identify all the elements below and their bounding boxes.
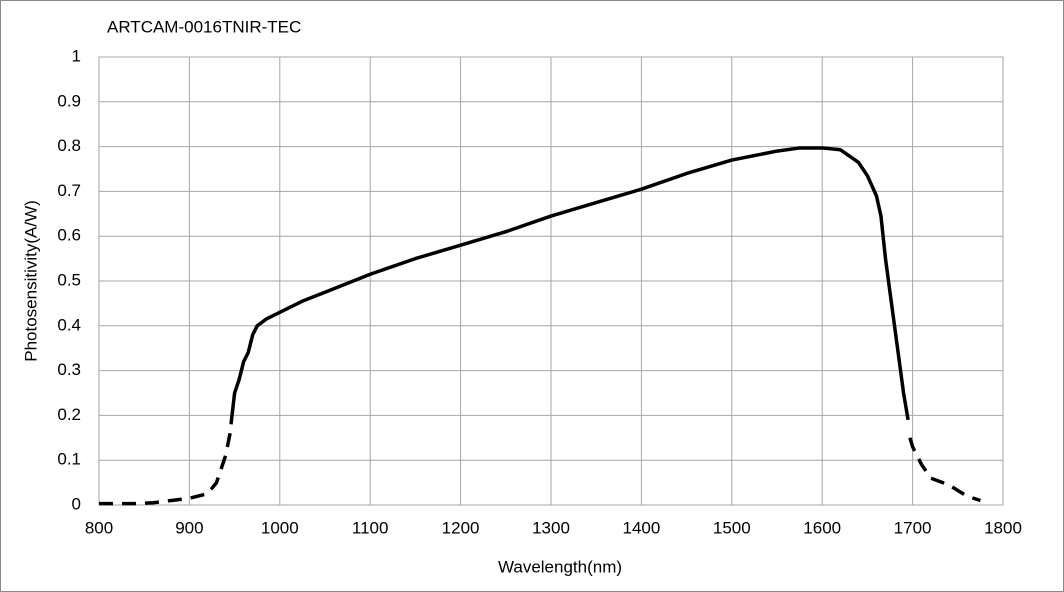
x-tick-label: 1700 bbox=[894, 518, 932, 537]
x-axis-label: Wavelength(nm) bbox=[498, 557, 622, 576]
y-tick-label: 0.7 bbox=[57, 181, 81, 200]
x-tick-label: 1000 bbox=[261, 518, 299, 537]
chart-title: ARTCAM-0016TNIR-TEC bbox=[107, 17, 301, 36]
x-tick-label: 1400 bbox=[622, 518, 660, 537]
data-line bbox=[99, 428, 233, 506]
x-tick-label: 1200 bbox=[442, 518, 480, 537]
y-tick-label: 0.9 bbox=[57, 91, 81, 110]
x-tick-label: 800 bbox=[85, 518, 113, 537]
x-tick-label: 1500 bbox=[713, 518, 751, 537]
x-tick-label: 1800 bbox=[984, 518, 1022, 537]
y-tick-label: 0.2 bbox=[57, 405, 81, 424]
y-tick-label: 0.5 bbox=[57, 270, 81, 289]
y-tick-label: 0.1 bbox=[57, 450, 81, 469]
y-axis-label: Photosensitivity(A/W) bbox=[21, 200, 40, 362]
x-tick-label: 1600 bbox=[803, 518, 841, 537]
y-tick-label: 0.3 bbox=[57, 360, 81, 379]
data-line bbox=[908, 437, 981, 503]
y-tick-label: 0.8 bbox=[57, 136, 81, 155]
y-tick-label: 0.6 bbox=[57, 226, 81, 245]
y-tick-label: 0 bbox=[72, 494, 81, 513]
y-tick-label: 1 bbox=[72, 46, 81, 65]
y-tick-label: 0.4 bbox=[57, 315, 81, 334]
x-tick-label: 1100 bbox=[352, 518, 389, 537]
plot-border bbox=[98, 56, 1004, 506]
x-tick-label: 1300 bbox=[532, 518, 570, 537]
x-tick-label: 900 bbox=[175, 518, 203, 537]
data-line bbox=[229, 146, 910, 425]
